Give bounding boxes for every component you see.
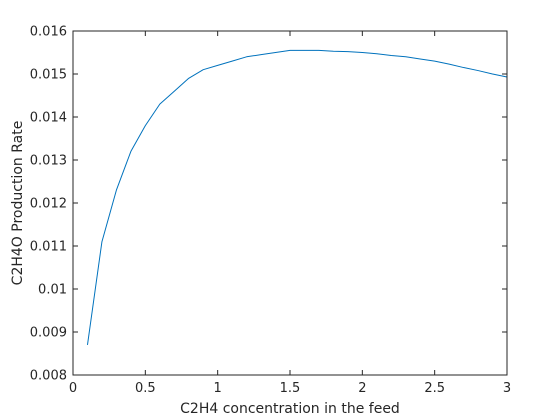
x-tick-label: 0.5 (135, 381, 156, 396)
plot-area (73, 31, 507, 375)
y-axis-label: C2H4O Production Rate (10, 121, 26, 286)
x-tick-label: 3 (503, 381, 511, 396)
series-layer (86, 49, 508, 345)
x-tick-label: 2 (358, 381, 366, 396)
y-tick-label: 0.009 (30, 326, 67, 341)
x-tick-label: 2.5 (424, 381, 445, 396)
x-tick-label: 1.5 (280, 381, 301, 396)
x-tick-label: 0 (69, 381, 77, 396)
y-axis: 0.008 0.009 0.01 0.011 0.012 0.013 0.014 0.015 0… (30, 25, 507, 384)
y-tick-label: 0.011 (30, 240, 67, 255)
series-line (86, 49, 508, 345)
y-tick-label: 0.01 (38, 283, 67, 298)
y-tick-label: 0.012 (30, 197, 67, 212)
x-tick-label: 1 (214, 381, 222, 396)
y-tick-label: 0.014 (30, 111, 67, 126)
x-axis-label: C2H4 concentration in the feed (180, 401, 400, 417)
y-tick-label: 0.016 (30, 25, 67, 40)
x-axis: 0 0.5 1 1.5 2 2.5 3 (69, 31, 511, 396)
y-tick-label: 0.008 (30, 369, 67, 384)
y-tick-label: 0.015 (30, 68, 67, 83)
y-tick-label: 0.013 (30, 154, 67, 169)
